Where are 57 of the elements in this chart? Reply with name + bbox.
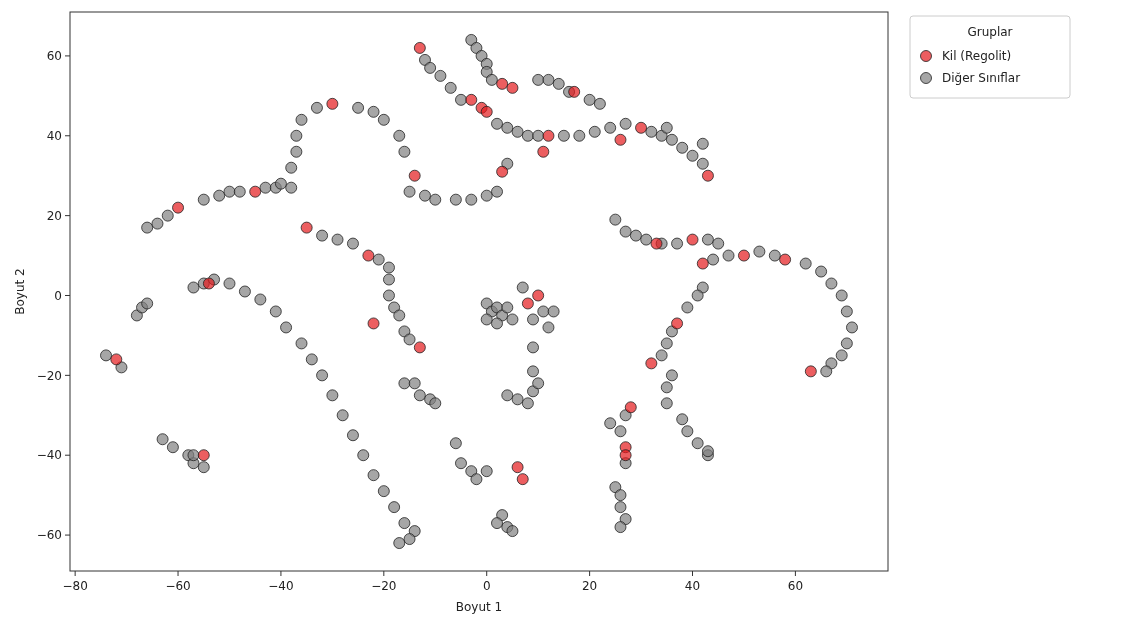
point (696, 257, 709, 270)
point (619, 449, 632, 462)
point (110, 353, 123, 366)
x-tick-label: 20 (581, 579, 598, 593)
point (203, 277, 215, 290)
point (521, 297, 534, 310)
point (367, 317, 380, 330)
point (671, 317, 683, 330)
point (496, 77, 509, 90)
x-axis-title: Boyut 1 (455, 600, 503, 614)
y-tick-label: 0 (54, 288, 62, 303)
x-tick-label: 60 (787, 579, 804, 593)
point (408, 169, 421, 182)
point (511, 461, 524, 474)
point (362, 249, 375, 262)
point (197, 449, 210, 462)
point (686, 233, 699, 246)
y-tick-label: −60 (36, 528, 62, 543)
legend-title: Gruplar (967, 25, 1013, 39)
x-tick-label: 40 (684, 579, 701, 593)
point (614, 133, 627, 146)
x-tick-label: −20 (371, 579, 397, 593)
point (779, 253, 792, 266)
point (738, 249, 750, 262)
point (506, 81, 519, 94)
point (645, 357, 658, 370)
point (702, 169, 714, 182)
point (635, 121, 647, 134)
point (326, 97, 339, 110)
x-tick-label: −80 (62, 579, 88, 593)
y-tick-label: 60 (46, 49, 62, 64)
point (804, 365, 817, 378)
point (172, 201, 184, 214)
point (496, 165, 509, 178)
y-tick-label: −20 (36, 368, 62, 383)
point (650, 237, 663, 250)
point (542, 129, 555, 142)
point (568, 85, 581, 98)
y-tick-label: 40 (46, 128, 62, 143)
x-tick-label: −60 (165, 579, 191, 593)
legend-label: Diğer Sınıflar (942, 71, 1021, 86)
point (300, 221, 313, 234)
point (624, 401, 637, 414)
x-tick-label: 0 (482, 579, 491, 593)
point (532, 289, 545, 302)
y-axis-title: Boyut 2 (13, 268, 27, 315)
x-tick-label: −40 (268, 579, 294, 593)
y-tick-label: −40 (36, 448, 62, 463)
point (480, 105, 493, 118)
point (465, 93, 478, 106)
point (537, 145, 550, 158)
legend-label: Kil (Regolit) (942, 49, 1012, 64)
point (413, 42, 426, 54)
point (249, 185, 262, 198)
point (516, 473, 529, 486)
point (413, 341, 426, 354)
y-tick-label: 20 (46, 208, 62, 223)
